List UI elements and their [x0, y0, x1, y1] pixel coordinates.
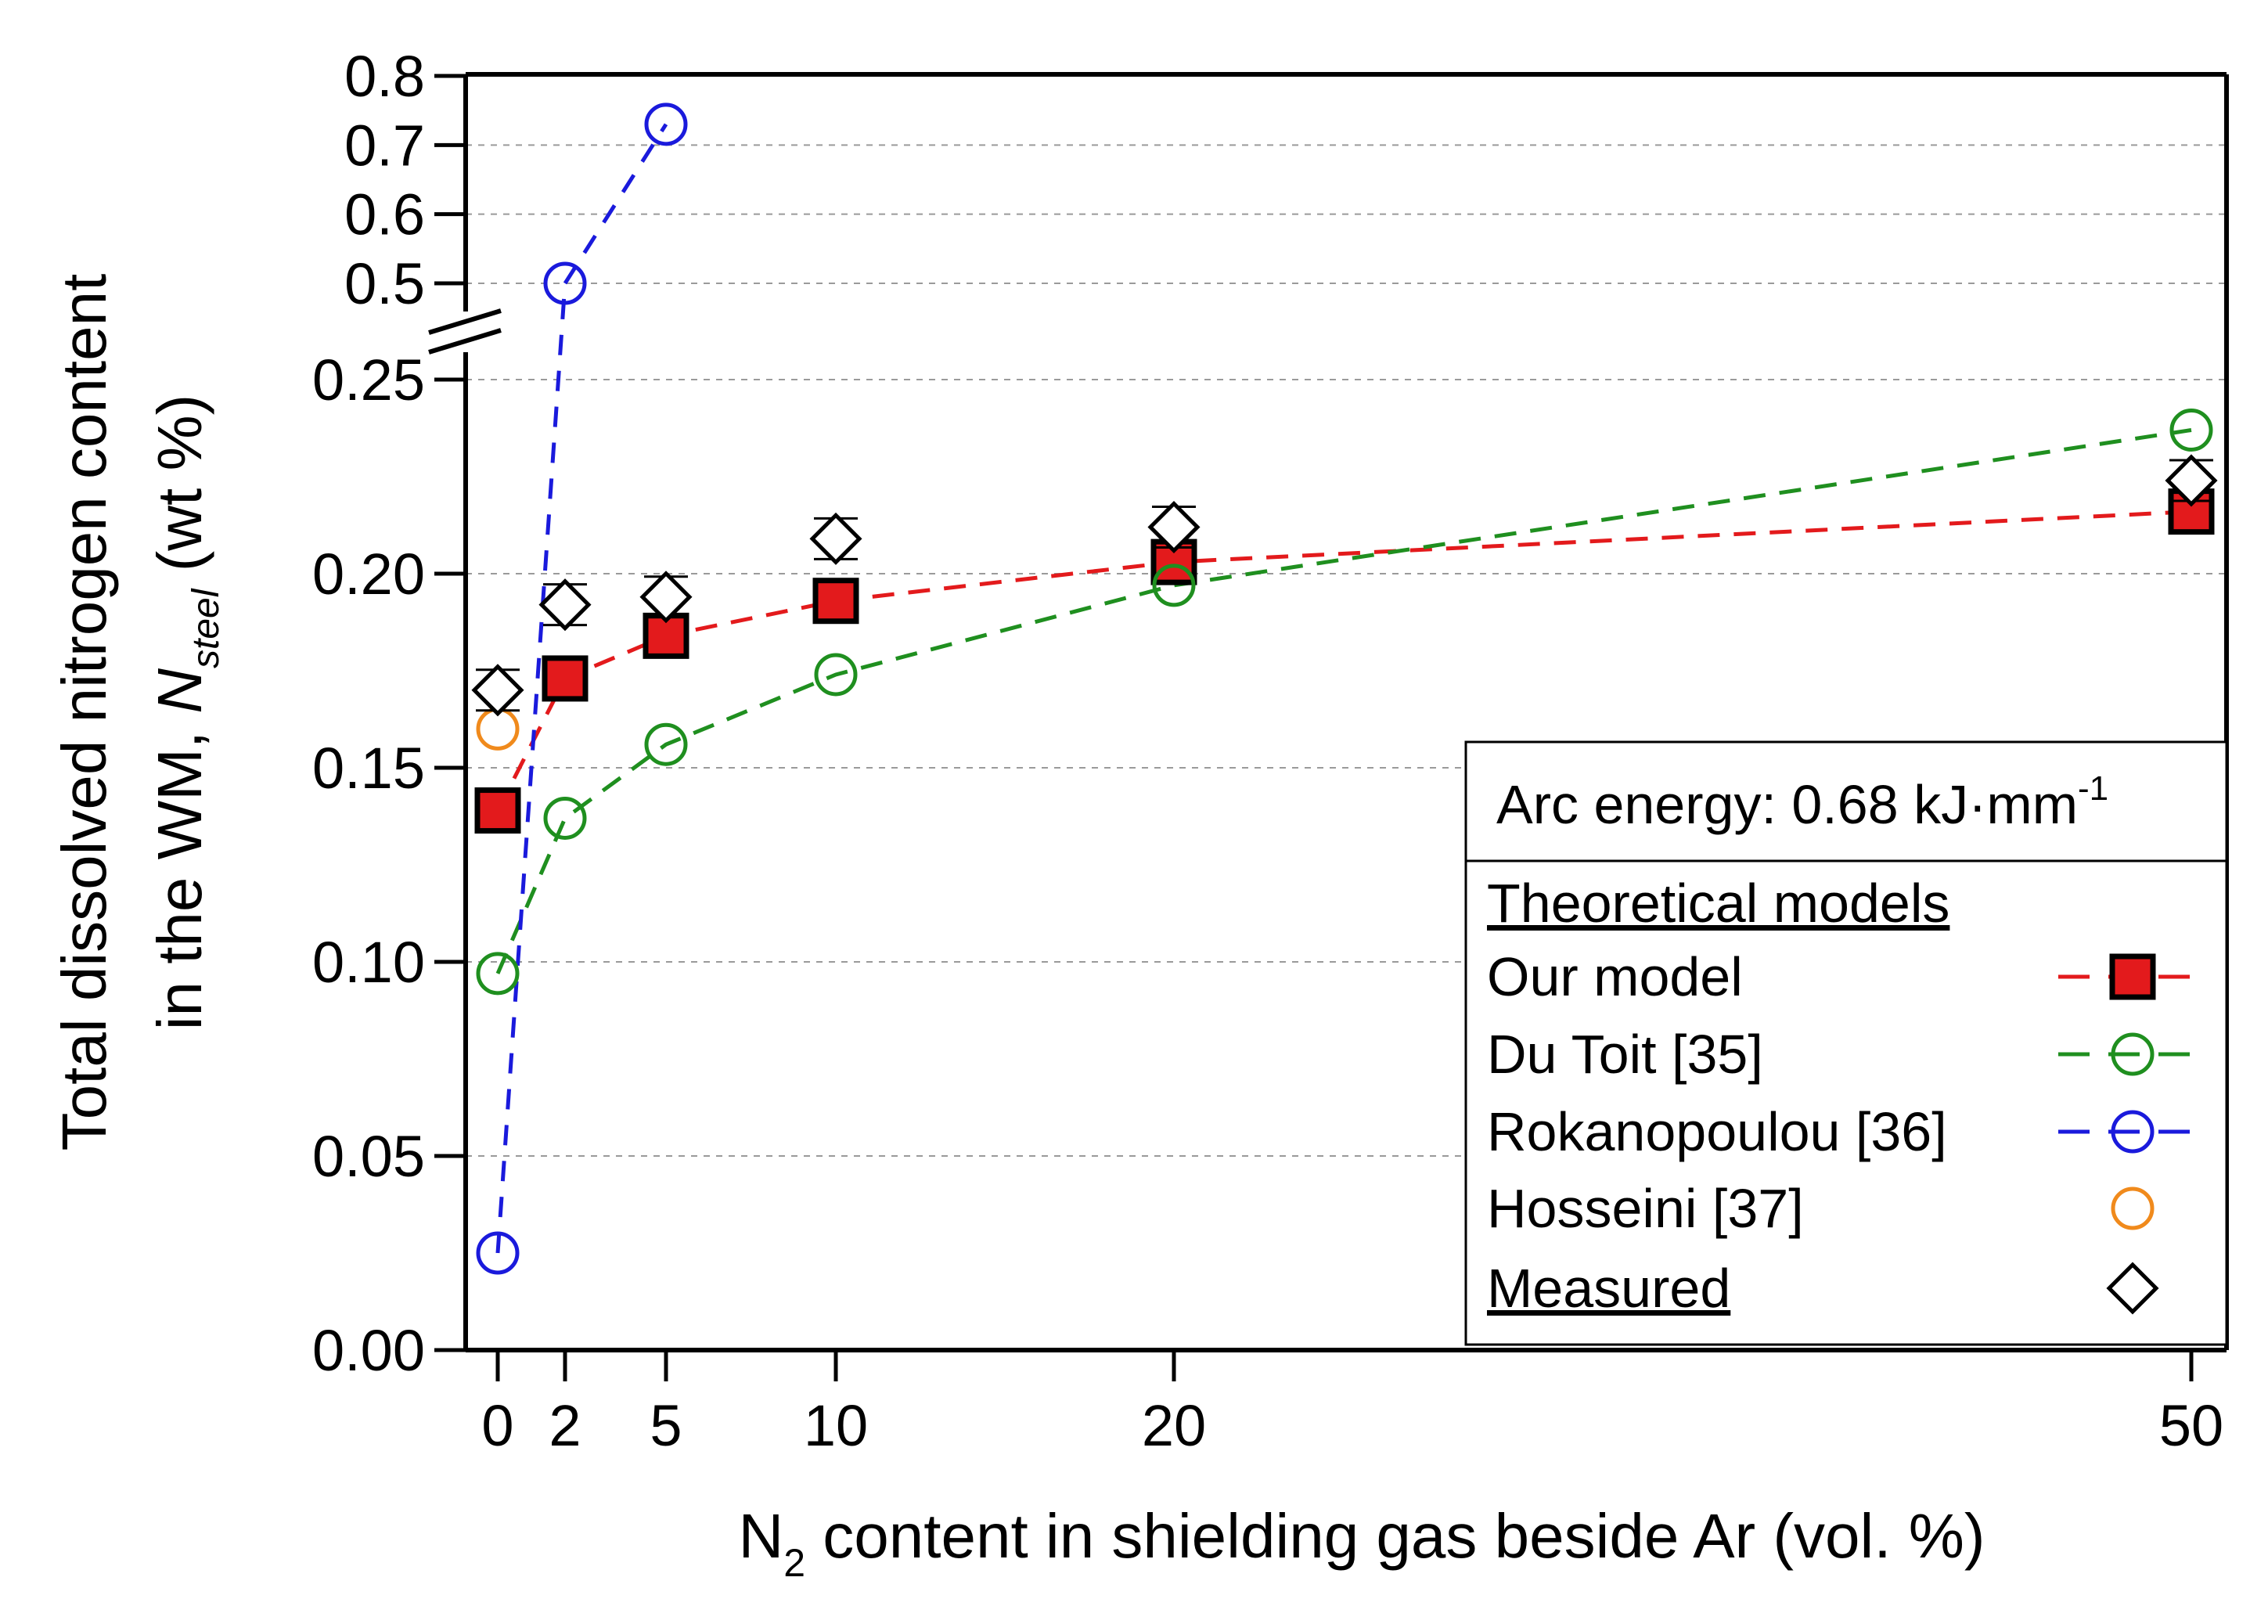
point-rokanopoulou-36	[476, 1231, 520, 1275]
point-du-toit-35	[2169, 408, 2213, 452]
gridlines	[466, 144, 2227, 1157]
legend-label-rokanopoulou-36: Rokanopoulou [36]	[1487, 1101, 1947, 1162]
plot-frame	[463, 72, 2229, 1352]
legend-box	[1464, 740, 2228, 1346]
y-tick-label: 0.00	[312, 1318, 425, 1383]
x-axis-title: N2 content in shielding gas beside Ar (v…	[738, 1501, 1985, 1585]
x-tick-label: 50	[2159, 1393, 2223, 1458]
y-tick-label: 0.15	[312, 736, 425, 801]
point-our-model	[812, 578, 859, 625]
x-tick-label: 2	[549, 1393, 581, 1458]
y-axis-title-line2: in the WM, Nsteel (wt %)	[145, 394, 227, 1031]
point-rokanopoulou-36	[644, 103, 688, 146]
y-tick-label: 0.10	[312, 930, 425, 995]
x-tick-label: 20	[1142, 1393, 1206, 1458]
point-rokanopoulou-36	[543, 261, 587, 305]
legend-header: Arc energy: 0.68 kJ·mm-1	[1496, 769, 2108, 835]
y-tick-label: 0.7	[344, 113, 425, 178]
legend-marker-hosseini-37	[2111, 1186, 2155, 1230]
y-tick-label: 0.20	[312, 542, 425, 607]
point-measured	[809, 512, 862, 565]
legend: Arc energy: 0.68 kJ·mm-1 Theoretical mod…	[1464, 740, 2228, 1346]
y-tick-label: 0.05	[312, 1124, 425, 1189]
point-du-toit-35	[543, 796, 587, 840]
series-markers	[471, 103, 2218, 1275]
y-tick-label: 0.6	[344, 182, 425, 247]
x-tick-label: 10	[804, 1393, 868, 1458]
legend-marker-measured	[2106, 1262, 2159, 1315]
point-measured	[639, 571, 693, 624]
legend-entries: Our model Du Toit [35] Rokanopoulou [36] Ho…	[1487, 946, 2207, 1319]
axis-break-mark	[427, 308, 502, 355]
point-our-model	[474, 787, 521, 834]
series-line-rokanopoulou-36	[495, 123, 668, 1254]
y-tick-label: 0.25	[312, 347, 425, 412]
y-axis-title-line1: Total dissolved nitrogen content	[49, 274, 119, 1151]
legend-marker-du-toit-35	[2111, 1032, 2155, 1076]
legend-section-title: Theoretical models	[1487, 873, 1949, 934]
y-tick-label: 0.5	[344, 251, 425, 316]
point-du-toit-35	[644, 722, 688, 766]
legend-label-our-model: Our model	[1487, 946, 1743, 1007]
point-measured	[2165, 454, 2218, 507]
point-du-toit-35	[476, 952, 520, 996]
legend-label-du-toit-35: Du Toit [35]	[1487, 1024, 1763, 1085]
x-tick-label: 5	[650, 1393, 682, 1458]
point-du-toit-35	[1152, 564, 1196, 607]
point-measured	[1147, 500, 1201, 554]
point-measured	[471, 664, 524, 717]
x-tick-label: 0	[481, 1393, 513, 1458]
point-measured	[538, 578, 592, 632]
y-tick-label: 0.8	[344, 44, 425, 109]
point-our-model	[542, 655, 589, 702]
legend-label-measured: Measured	[1487, 1258, 1730, 1319]
legend-marker-rokanopoulou-36	[2111, 1110, 2155, 1154]
legend-label-hosseini-37: Hosseini [37]	[1487, 1178, 1804, 1239]
legend-marker-our-model	[2109, 953, 2156, 1000]
point-du-toit-35	[814, 653, 858, 697]
axis-ticks: 0.00 0.05 0.10 0.15 0.20 0.25 0.50.60.70.8 0 2 5 1…	[312, 44, 2223, 1458]
